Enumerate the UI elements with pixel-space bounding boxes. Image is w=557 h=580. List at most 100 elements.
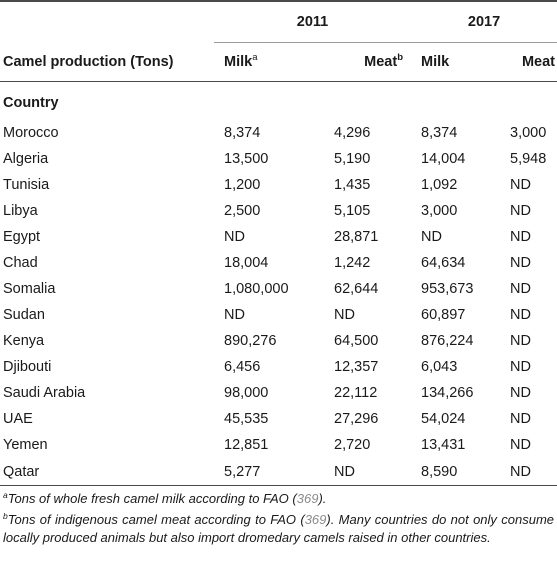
milk-2011-cell: 8,374 [224, 125, 261, 141]
table-footnotes: aTons of whole fresh camel milk accordin… [0, 486, 557, 547]
meat-2017-cell: ND [510, 229, 531, 245]
country-cell: Yemen [3, 437, 48, 453]
table-row: Algeria 13,500 5,190 14,004 5,948 [0, 146, 557, 172]
footnote-b-reference-link[interactable]: 369 [304, 512, 327, 527]
section-label-row: Country [0, 82, 557, 121]
footnote-b: bTons of indigenous camel meat according… [3, 511, 554, 547]
country-cell: Morocco [3, 125, 59, 141]
meat-2011-cell: 28,871 [334, 229, 379, 245]
milk-2017-cell: 876,224 [421, 333, 474, 349]
meat-2017-cell: ND [510, 203, 531, 219]
meat-2011-cell: 5,105 [334, 203, 371, 219]
footnote-marker-a: a [252, 52, 258, 63]
milk-2011-cell: 45,535 [224, 411, 269, 427]
data-table-container: 2011 2017 Camel production (Tons) Milka … [0, 0, 557, 547]
milk-2011-cell: 2,500 [224, 203, 261, 219]
year-header-row: 2011 2017 [0, 0, 557, 43]
meat-2017-cell: ND [510, 333, 531, 349]
milk-2017-cell: 6,043 [421, 359, 458, 375]
year-2017-header: 2017 [411, 0, 557, 43]
milk-2017-cell: ND [421, 229, 442, 245]
country-cell: Somalia [3, 281, 56, 297]
footnote-marker-b: b [397, 52, 403, 63]
milk-2011-label: Milk [224, 54, 253, 70]
footnote-b-marker: b [3, 511, 8, 521]
country-cell: Qatar [0, 458, 214, 486]
milk-2011-cell: 5,277 [214, 458, 324, 486]
table-row: UAE 45,535 27,296 54,024 ND [0, 406, 557, 432]
table-body: Country Morocco 8,374 4,296 8,374 3,000 Alger… [0, 82, 557, 486]
meat-2017-cell: ND [500, 458, 557, 486]
meat-2011-cell: 1,435 [334, 177, 371, 193]
meat-2011-cell: 4,296 [334, 125, 371, 141]
milk-2011-header: Milka [214, 42, 324, 82]
milk-2017-cell: 14,004 [421, 151, 466, 167]
milk-2011-cell: 98,000 [224, 385, 269, 401]
footnote-a-tail: ). [318, 491, 327, 506]
country-cell: Algeria [3, 151, 49, 167]
meat-2011-cell: 62,644 [334, 281, 379, 297]
meat-2011-cell: 12,357 [334, 359, 379, 375]
milk-2017-cell: 953,673 [421, 281, 474, 297]
country-cell: Libya [3, 203, 38, 219]
table-row: Qatar 5,277 ND 8,590 ND [0, 458, 557, 486]
meat-2017-cell: ND [510, 281, 531, 297]
milk-2011-cell: 1,200 [224, 177, 261, 193]
milk-2011-cell: ND [224, 307, 245, 323]
milk-2017-cell: 64,634 [421, 255, 466, 271]
milk-2017-cell: 3,000 [421, 203, 458, 219]
column-header-row: Camel production (Tons) Milka Meatb Milk… [0, 42, 557, 82]
milk-2017-cell: 13,431 [421, 437, 466, 453]
meat-2011-cell: 27,296 [334, 411, 379, 427]
country-cell: UAE [3, 411, 33, 427]
meat-2011-cell: 1,242 [334, 255, 371, 271]
footnote-a-text: Tons of whole fresh camel milk according… [7, 491, 297, 506]
table-row: Somalia 1,080,000 62,644 953,673 ND [0, 276, 557, 302]
meat-2011-cell: 5,190 [334, 151, 371, 167]
footnote-a: aTons of whole fresh camel milk accordin… [3, 490, 554, 508]
country-cell: Chad [3, 255, 38, 271]
country-cell: Saudi Arabia [3, 385, 86, 401]
table-row: Morocco 8,374 4,296 8,374 3,000 [0, 120, 557, 146]
row-label-header: Camel production (Tons) [0, 42, 214, 82]
country-cell: Sudan [3, 307, 45, 323]
milk-2017-cell: 134,266 [421, 385, 474, 401]
meat-2017-header: Meat [500, 42, 557, 82]
meat-2017-cell: ND [510, 411, 531, 427]
table-row: Yemen 12,851 2,720 13,431 ND [0, 432, 557, 458]
meat-2011-label: Meat [364, 54, 398, 70]
milk-2017-cell: 60,897 [421, 307, 466, 323]
meat-2017-cell: 3,000 [510, 125, 547, 141]
meat-2017-cell: ND [510, 359, 531, 375]
meat-2017-cell: ND [510, 307, 531, 323]
meat-2011-cell: 22,112 [334, 385, 378, 401]
meat-2011-header: Meatb [324, 42, 411, 82]
header-spacer [0, 0, 214, 43]
milk-2011-cell: 1,080,000 [224, 281, 289, 297]
meat-2017-cell: ND [510, 177, 531, 193]
footnote-a-marker: a [3, 490, 8, 500]
milk-2011-cell: ND [224, 229, 245, 245]
camel-production-table: 2011 2017 Camel production (Tons) Milka … [0, 0, 557, 486]
footnote-b-tail: ). Many countries do not only consume lo… [3, 512, 554, 545]
meat-2017-cell: ND [510, 437, 531, 453]
country-cell: Egypt [3, 229, 41, 245]
section-label: Country [3, 95, 59, 111]
table-row: Tunisia 1,200 1,435 1,092 ND [0, 172, 557, 198]
milk-2011-cell: 6,456 [224, 359, 261, 375]
milk-2017-cell: 8,374 [421, 125, 458, 141]
meat-2011-cell: ND [324, 458, 411, 486]
table-row: Sudan ND ND 60,897 ND [0, 302, 557, 328]
meat-2017-cell: 5,948 [510, 151, 547, 167]
year-2011-header: 2011 [214, 0, 411, 43]
meat-2011-cell: ND [334, 307, 355, 323]
milk-2011-cell: 890,276 [224, 333, 277, 349]
meat-2017-cell: ND [510, 385, 531, 401]
milk-2011-cell: 13,500 [224, 151, 269, 167]
milk-2017-cell: 54,024 [421, 411, 466, 427]
table-row: Djibouti 6,456 12,357 6,043 ND [0, 354, 557, 380]
footnote-b-text: Tons of indigenous camel meat according … [7, 512, 305, 527]
meat-2017-cell: ND [510, 255, 531, 271]
footnote-a-reference-link[interactable]: 369 [296, 491, 319, 506]
meat-2011-cell: 64,500 [334, 333, 379, 349]
